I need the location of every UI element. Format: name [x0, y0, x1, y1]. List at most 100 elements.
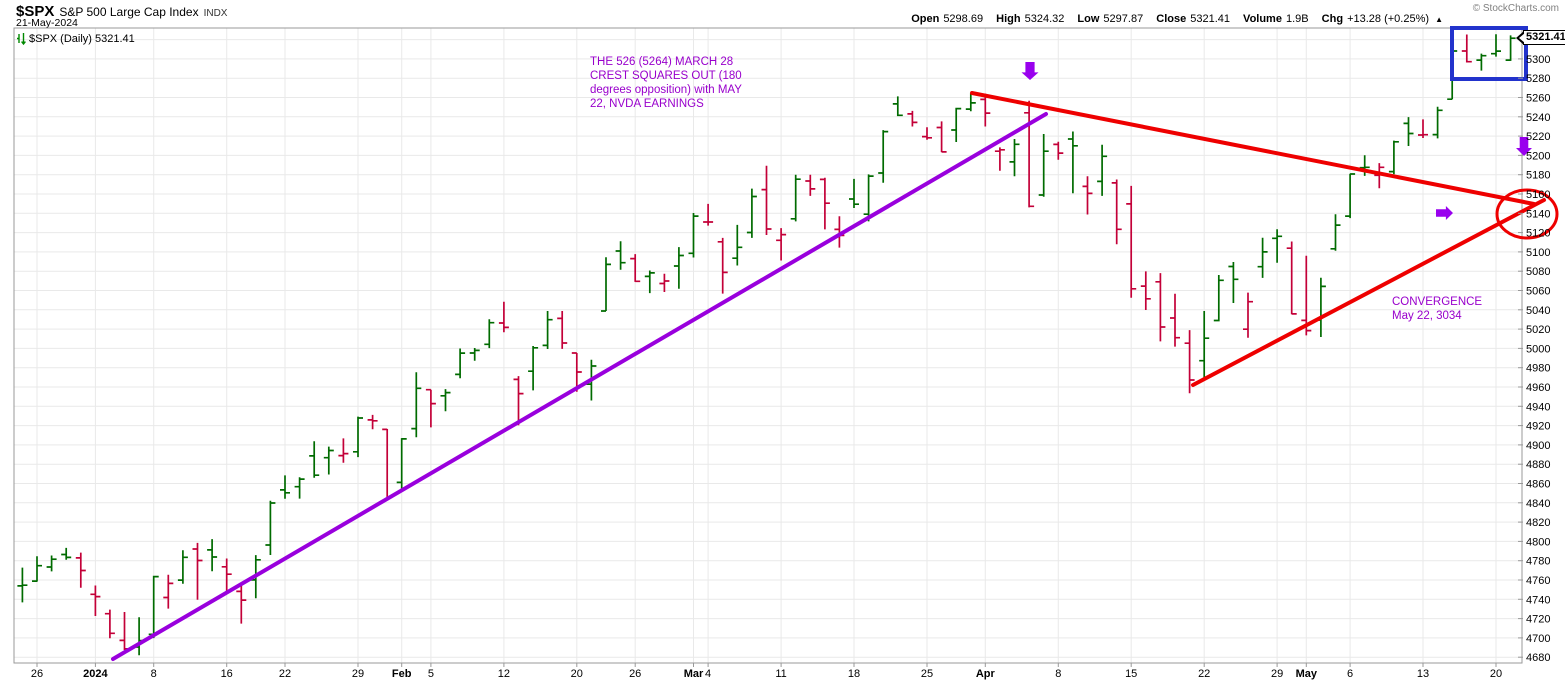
- plot-border: [13, 27, 1523, 664]
- svg-text:Mar: Mar: [684, 668, 704, 680]
- svg-text:20: 20: [1490, 668, 1502, 680]
- svg-text:4: 4: [705, 668, 711, 680]
- svg-text:5000: 5000: [1526, 343, 1550, 355]
- svg-text:4820: 4820: [1526, 517, 1550, 529]
- svg-text:5200: 5200: [1526, 150, 1550, 162]
- annotation-crest-note: THE 526 (5264) MARCH 28 CREST SQUARES OU…: [590, 55, 742, 111]
- svg-text:4800: 4800: [1526, 536, 1550, 548]
- down-arrow-price-axis: [1516, 137, 1532, 156]
- crest-note-line: CREST SQUARES OUT (180: [590, 70, 742, 82]
- chart-title: $SPX S&P 500 Large Cap Index INDX: [16, 3, 227, 21]
- open-value: 5298.69: [943, 13, 984, 25]
- change-up-icon: ▲: [1435, 15, 1443, 24]
- exchange-label: INDX: [203, 8, 228, 19]
- volume-label: Volume: [1243, 13, 1282, 25]
- svg-text:5180: 5180: [1526, 170, 1550, 182]
- svg-text:4960: 4960: [1526, 382, 1550, 394]
- convergence-note-line: CONVERGENCE: [1392, 296, 1483, 308]
- svg-text:5060: 5060: [1526, 286, 1550, 298]
- svg-text:Apr: Apr: [976, 668, 996, 680]
- crest-note-line: THE 526 (5264) MARCH 28: [590, 56, 734, 68]
- right-arrow-convergence: [1436, 206, 1453, 220]
- annotation-convergence-note: CONVERGENCE May 22, 3034: [1392, 295, 1482, 323]
- price-axis: 5300 5280 5260 5240 5220 5200 5180 5160 5140 5120…: [1518, 54, 1550, 664]
- svg-text:May: May: [1296, 668, 1318, 680]
- low-value: 5297.87: [1103, 13, 1144, 25]
- ohlc-bars: [17, 34, 1516, 656]
- svg-text:4840: 4840: [1526, 498, 1550, 510]
- svg-text:29: 29: [1271, 668, 1283, 680]
- highlight-box: [1450, 26, 1528, 81]
- svg-text:5140: 5140: [1526, 208, 1550, 220]
- time-axis: 26 2024 8 16 22 29 Feb 5 12 20 26 Mar 4 11 18 25 Apr 8 15 2…: [31, 663, 1502, 680]
- svg-text:20: 20: [571, 668, 583, 680]
- high-value: 5324.32: [1024, 13, 1065, 25]
- last-price-tag: 5321.41: [1516, 30, 1565, 45]
- svg-text:29: 29: [352, 668, 364, 680]
- svg-text:22: 22: [279, 668, 291, 680]
- svg-text:22: 22: [1198, 668, 1210, 680]
- resistance-line: [970, 91, 1536, 206]
- svg-text:4760: 4760: [1526, 575, 1550, 587]
- copyright-text: © StockCharts.com: [1472, 3, 1559, 14]
- crest-note-line: degrees opposition) with MAY: [590, 84, 742, 96]
- svg-text:5220: 5220: [1526, 131, 1550, 143]
- svg-text:5160: 5160: [1526, 189, 1550, 201]
- svg-text:12: 12: [498, 668, 510, 680]
- svg-text:2024: 2024: [83, 668, 108, 680]
- svg-text:4700: 4700: [1526, 633, 1550, 645]
- svg-text:4860: 4860: [1526, 479, 1550, 491]
- symbol-label: $SPX: [16, 3, 55, 20]
- svg-text:4980: 4980: [1526, 363, 1550, 375]
- high-label: High: [996, 13, 1021, 25]
- svg-text:4880: 4880: [1526, 459, 1550, 471]
- svg-text:15: 15: [1125, 668, 1137, 680]
- purple-trendline: [111, 112, 1048, 661]
- svg-text:5100: 5100: [1526, 247, 1550, 259]
- price-plot-icon: [17, 33, 26, 46]
- gridlines: [14, 28, 1522, 663]
- low-label: Low: [1077, 13, 1100, 25]
- svg-text:18: 18: [848, 668, 860, 680]
- svg-text:25: 25: [921, 668, 933, 680]
- svg-text:13: 13: [1417, 668, 1429, 680]
- svg-text:26: 26: [629, 668, 641, 680]
- open-label: Open: [911, 13, 940, 25]
- svg-text:5: 5: [428, 668, 434, 680]
- chg-value: +13.28 (+0.25%): [1347, 13, 1430, 25]
- convergence-note-line: May 22, 3034: [1392, 310, 1462, 322]
- chg-label: Chg: [1321, 13, 1344, 25]
- svg-text:5300: 5300: [1526, 54, 1550, 66]
- svg-text:4920: 4920: [1526, 421, 1550, 433]
- volume-value: 1.9B: [1285, 13, 1309, 25]
- svg-text:4780: 4780: [1526, 556, 1550, 568]
- svg-text:4740: 4740: [1526, 594, 1550, 606]
- svg-text:4940: 4940: [1526, 401, 1550, 413]
- svg-text:11: 11: [775, 668, 786, 680]
- svg-text:5280: 5280: [1526, 73, 1550, 85]
- svg-text:5080: 5080: [1526, 266, 1550, 278]
- index-name-label: S&P 500 Large Cap Index: [59, 5, 199, 19]
- svg-text:5260: 5260: [1526, 93, 1550, 105]
- support-line: [1191, 198, 1546, 387]
- quote-summary: Open 5298.69 High 5324.32 Low 5297.87 Close…: [911, 13, 1443, 25]
- convergence-ellipse: [1495, 188, 1559, 240]
- close-value: 5321.41: [1190, 13, 1230, 25]
- svg-text:4900: 4900: [1526, 440, 1550, 452]
- svg-text:8: 8: [1055, 668, 1061, 680]
- svg-text:8: 8: [151, 668, 157, 680]
- price-legend: $SPX (Daily) 5321.41: [29, 33, 135, 45]
- close-label: Close: [1156, 13, 1187, 25]
- chart-date: 21-May-2024: [16, 17, 78, 29]
- svg-text:16: 16: [221, 668, 233, 680]
- svg-text:5120: 5120: [1526, 228, 1550, 240]
- svg-text:4720: 4720: [1526, 614, 1550, 626]
- svg-text:4680: 4680: [1526, 652, 1550, 664]
- svg-text:26: 26: [31, 668, 43, 680]
- svg-text:5020: 5020: [1526, 324, 1550, 336]
- svg-text:6: 6: [1347, 668, 1353, 680]
- svg-text:5240: 5240: [1526, 112, 1550, 124]
- svg-text:5040: 5040: [1526, 305, 1550, 317]
